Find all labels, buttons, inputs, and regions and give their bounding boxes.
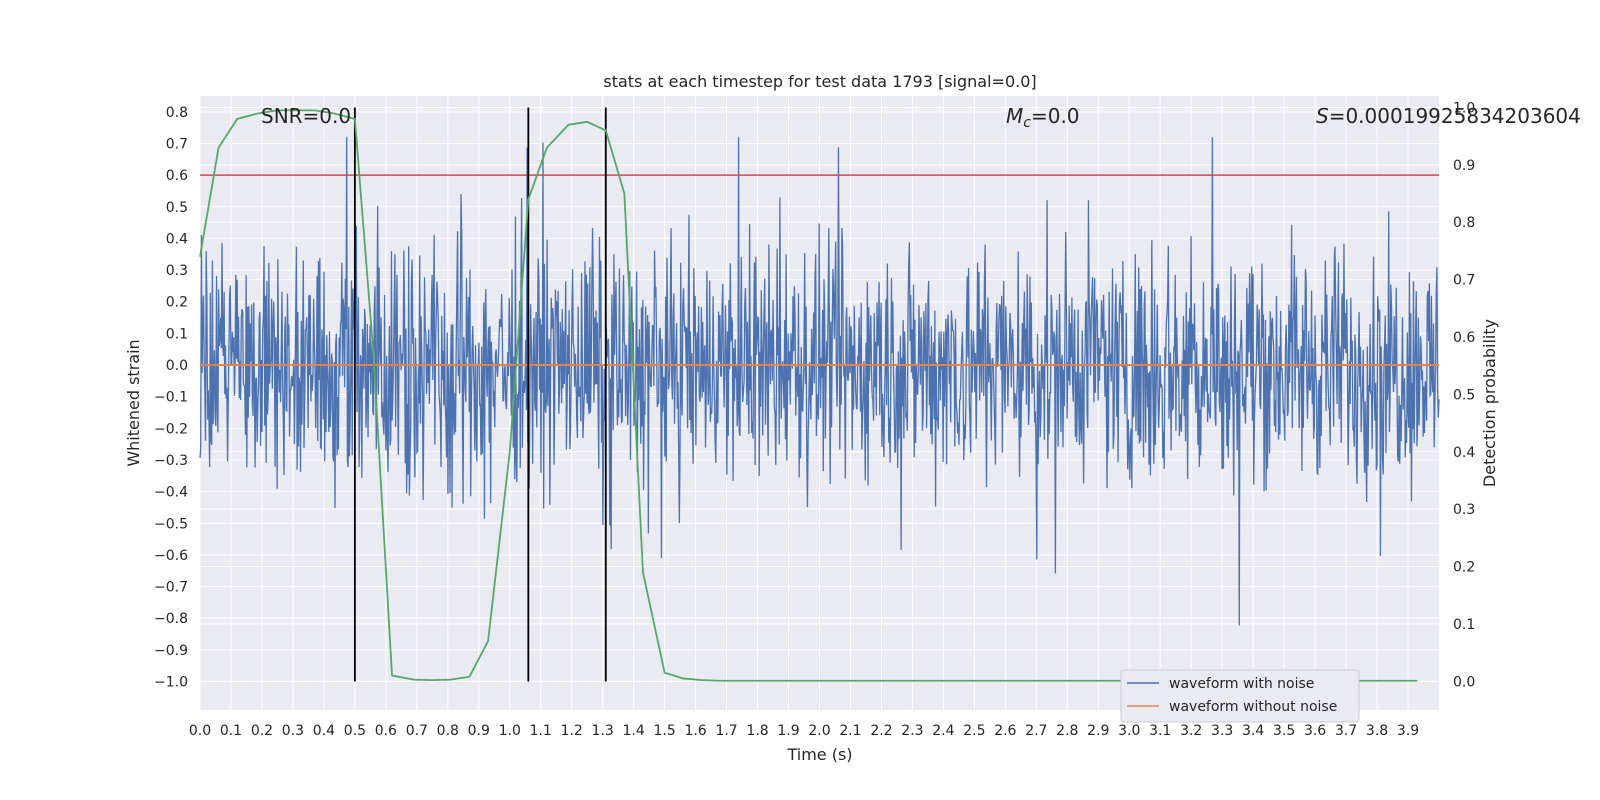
x-tick-label: 0.6 xyxy=(375,723,397,739)
x-tick-label: 0.0 xyxy=(189,723,211,739)
y-tick-label: −0.8 xyxy=(154,611,188,627)
x-tick-label: 3.8 xyxy=(1366,723,1388,739)
x-tick-label: 3.3 xyxy=(1211,723,1233,739)
legend-box xyxy=(1120,669,1360,723)
y-tick-label: −0.4 xyxy=(154,485,188,501)
noisy-waveform-series xyxy=(199,137,1440,626)
x-tick-label: 3.4 xyxy=(1242,723,1264,739)
y2-axis-label: Detection probability xyxy=(1480,319,1499,487)
y2-tick-label: 0.5 xyxy=(1453,387,1475,403)
x-tick-label: 1.5 xyxy=(653,723,675,739)
x-tick-label: 2.3 xyxy=(901,723,923,739)
y-tick-label: 0.1 xyxy=(166,326,188,342)
x-tick-label: 3.6 xyxy=(1304,723,1326,739)
y2-tick-label: 0.6 xyxy=(1453,330,1475,346)
x-tick-label: 2.0 xyxy=(808,723,830,739)
x-tick-label: 2.9 xyxy=(1087,723,1109,739)
legend-label-noise: waveform with noise xyxy=(1169,676,1314,692)
x-tick-label: 2.1 xyxy=(839,723,861,739)
y-tick-label: 0.3 xyxy=(166,263,188,279)
x-tick-label: 2.5 xyxy=(963,723,985,739)
x-tick-label: 1.8 xyxy=(746,723,768,739)
x-tick-labels: 0.0 0.1 0.2 0.3 0.4 0.5 0.6 0.7 0.8 0.9 1.0 1.1 1.2 1… xyxy=(189,723,1419,739)
x-tick-label: 0.4 xyxy=(313,723,335,739)
x-tick-label: 1.9 xyxy=(777,723,799,739)
x-tick-label: 0.3 xyxy=(282,723,304,739)
x-tick-label: 2.4 xyxy=(932,723,954,739)
x-tick-label: 3.1 xyxy=(1149,723,1171,739)
s-value: =0.00019925834203604 xyxy=(1329,104,1581,128)
y-tick-label: 0.6 xyxy=(166,168,188,184)
y-tick-label: 0.0 xyxy=(166,358,188,374)
y-tick-label: 0.2 xyxy=(166,295,188,311)
y-tick-label: 0.4 xyxy=(166,231,188,247)
x-tick-label: 3.9 xyxy=(1397,723,1419,739)
y-tick-label: −0.9 xyxy=(154,643,188,659)
snr-annotation: SNR=0.0 xyxy=(261,104,351,128)
y2-tick-label: 0.9 xyxy=(1453,158,1475,174)
x-tick-label: 1.1 xyxy=(530,723,552,739)
y2-tick-label: 0.4 xyxy=(1453,445,1475,461)
y-tick-label: −0.3 xyxy=(154,453,188,469)
legend: waveform with noise waveform without noi… xyxy=(1120,669,1360,723)
legend-label-clean: waveform without noise xyxy=(1169,699,1337,715)
y2-tick-label: 0.2 xyxy=(1453,560,1475,576)
x-tick-label: 3.7 xyxy=(1335,723,1357,739)
y-axis-label: Whitened strain xyxy=(124,339,143,466)
y-tick-labels: 0.8 0.7 0.6 0.5 0.4 0.3 0.2 0.1 0.0 −0.1 −0.2 −0.3 −… xyxy=(154,105,188,691)
s-annotation: S=0.00019925834203604 xyxy=(1316,104,1581,128)
x-tick-label: 2.2 xyxy=(870,723,892,739)
chart-title: stats at each timestep for test data 179… xyxy=(603,72,1036,91)
x-axis-label: Time (s) xyxy=(786,745,852,764)
x-tick-label: 1.6 xyxy=(684,723,706,739)
mc-value: =0.0 xyxy=(1031,104,1080,128)
mc-subscript: c xyxy=(1023,115,1031,131)
x-tick-label: 2.7 xyxy=(1025,723,1047,739)
y2-tick-labels: 1.0 0.9 0.8 0.7 0.6 0.5 0.4 0.3 0.2 0.1 0.0 xyxy=(1453,100,1475,690)
x-tick-label: 0.2 xyxy=(251,723,273,739)
y2-tick-label: 0.8 xyxy=(1453,215,1475,231)
y-tick-label: −0.6 xyxy=(154,548,188,564)
noisy-waveform-line xyxy=(199,137,1440,626)
x-tick-label: 0.7 xyxy=(406,723,428,739)
x-tick-label: 3.2 xyxy=(1180,723,1202,739)
chirp-mass-annotation: Mc=0.0 xyxy=(1006,104,1080,131)
s-symbol: S xyxy=(1316,104,1329,128)
y-tick-label: −0.1 xyxy=(154,390,188,406)
x-tick-label: 2.6 xyxy=(994,723,1016,739)
y-tick-label: 0.8 xyxy=(166,105,188,121)
y2-tick-label: 0.1 xyxy=(1453,617,1475,633)
y-tick-label: −1.0 xyxy=(154,675,188,691)
y-tick-label: −0.7 xyxy=(154,580,188,596)
y-tick-label: −0.2 xyxy=(154,421,188,437)
x-tick-label: 1.3 xyxy=(592,723,614,739)
y2-tick-label: 0.3 xyxy=(1453,502,1475,518)
y-tick-label: 0.5 xyxy=(166,200,188,216)
x-tick-label: 0.1 xyxy=(220,723,242,739)
x-tick-label: 1.0 xyxy=(499,723,521,739)
x-tick-label: 3.0 xyxy=(1118,723,1140,739)
x-tick-label: 1.2 xyxy=(561,723,583,739)
y2-tick-label: 1.0 xyxy=(1453,100,1475,116)
x-tick-label: 0.9 xyxy=(468,723,490,739)
x-tick-label: 3.5 xyxy=(1273,723,1295,739)
x-tick-label: 0.5 xyxy=(344,723,366,739)
y-tick-label: −0.5 xyxy=(154,516,188,532)
x-tick-label: 2.8 xyxy=(1056,723,1078,739)
x-tick-label: 1.7 xyxy=(715,723,737,739)
y2-tick-label: 0.0 xyxy=(1453,674,1475,690)
x-tick-label: 1.4 xyxy=(623,723,645,739)
y-tick-label: 0.7 xyxy=(166,136,188,152)
x-tick-label: 0.8 xyxy=(437,723,459,739)
y2-tick-label: 0.7 xyxy=(1453,273,1475,289)
mc-symbol: M xyxy=(1006,104,1023,128)
